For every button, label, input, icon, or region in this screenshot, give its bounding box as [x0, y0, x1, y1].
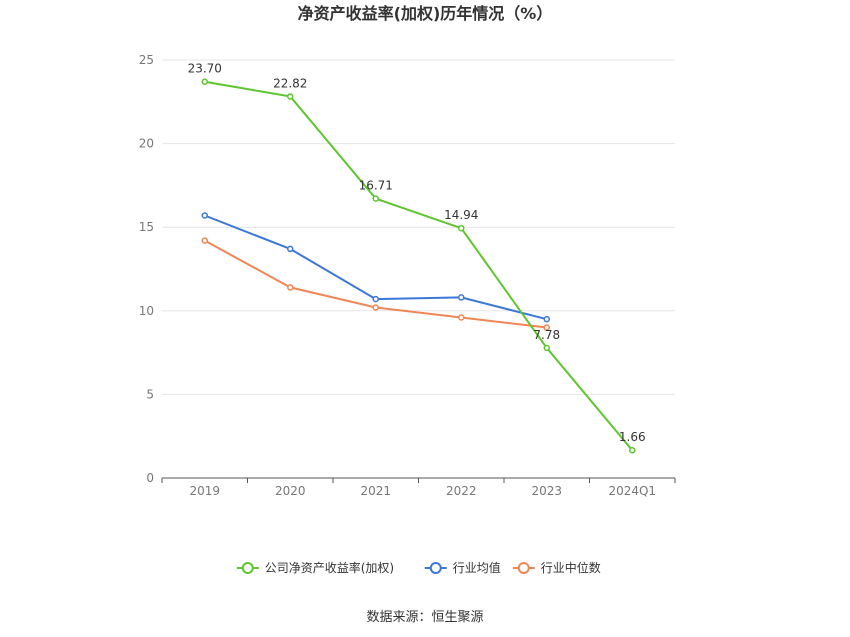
- legend-item-2[interactable]: 行业中位数: [512, 560, 601, 575]
- data-label: 1.66: [619, 430, 646, 444]
- data-label: 16.71: [359, 179, 393, 193]
- legend-item-0[interactable]: 公司净资产收益率(加权): [236, 560, 394, 575]
- series-0: [201, 78, 636, 454]
- chart-title: 净资产收益率(加权)历年情况（%）: [298, 4, 553, 23]
- x-tick-label: 2022: [446, 484, 477, 498]
- data-point: [372, 304, 379, 311]
- data-label: 22.82: [273, 76, 307, 90]
- data-label: 14.94: [444, 208, 478, 222]
- legend: 公司净资产收益率(加权) 行业均值 行业中位数: [236, 560, 601, 575]
- legend-label: 行业中位数: [541, 560, 601, 575]
- series-line: [204, 214, 547, 321]
- legend-label: 行业均值: [453, 560, 501, 575]
- legend-item-1[interactable]: 行业均值: [424, 560, 501, 575]
- data-labels: 23.70 22.82 16.71 14.94 7.78 1.66: [188, 62, 646, 445]
- data-point: [372, 195, 379, 202]
- data-point: [629, 446, 636, 454]
- data-point: [201, 212, 208, 219]
- data-point: [201, 237, 208, 244]
- data-point: [543, 344, 550, 352]
- series-2: [201, 237, 550, 331]
- data-point: [543, 315, 550, 323]
- y-tick-label: 15: [139, 220, 154, 234]
- data-point: [543, 324, 550, 331]
- legend-marker-icon: [429, 562, 442, 574]
- data-point: [287, 93, 294, 100]
- legend-marker-icon: [241, 562, 254, 574]
- data-source: 数据来源：恒生聚源: [366, 610, 483, 625]
- data-point: [458, 294, 465, 301]
- legend-label: 公司净资产收益率(加权): [265, 560, 394, 575]
- data-point: [372, 295, 379, 303]
- x-axis: 2019 2020 2021 2022 2023 2024Q1: [161, 477, 676, 498]
- series-1: [201, 212, 550, 323]
- x-tick-label: 2019: [189, 484, 220, 498]
- data-label: 23.70: [188, 62, 222, 76]
- x-tick-label: 2024Q1: [608, 484, 656, 498]
- data-point: [458, 314, 465, 321]
- series-line: [204, 239, 547, 329]
- series-layer: [201, 78, 636, 454]
- y-axis-ticks: 0 5 10 15 20 25: [139, 53, 154, 485]
- y-tick-label: 10: [139, 304, 154, 318]
- x-tick-label: 2020: [275, 484, 306, 498]
- x-tick-label: 2021: [360, 484, 391, 498]
- y-tick-label: 5: [146, 387, 154, 401]
- grid-lines: [162, 59, 675, 395]
- y-tick-label: 20: [139, 137, 154, 151]
- x-tick-label: 2023: [531, 484, 562, 498]
- data-point: [201, 78, 208, 85]
- series-line: [204, 80, 634, 451]
- data-point: [458, 224, 465, 232]
- data-point: [287, 245, 294, 253]
- y-tick-label: 25: [139, 53, 154, 67]
- legend-marker-icon: [517, 562, 530, 574]
- data-label: 7.78: [533, 328, 560, 342]
- data-point: [287, 284, 294, 291]
- y-tick-label: 0: [146, 471, 154, 485]
